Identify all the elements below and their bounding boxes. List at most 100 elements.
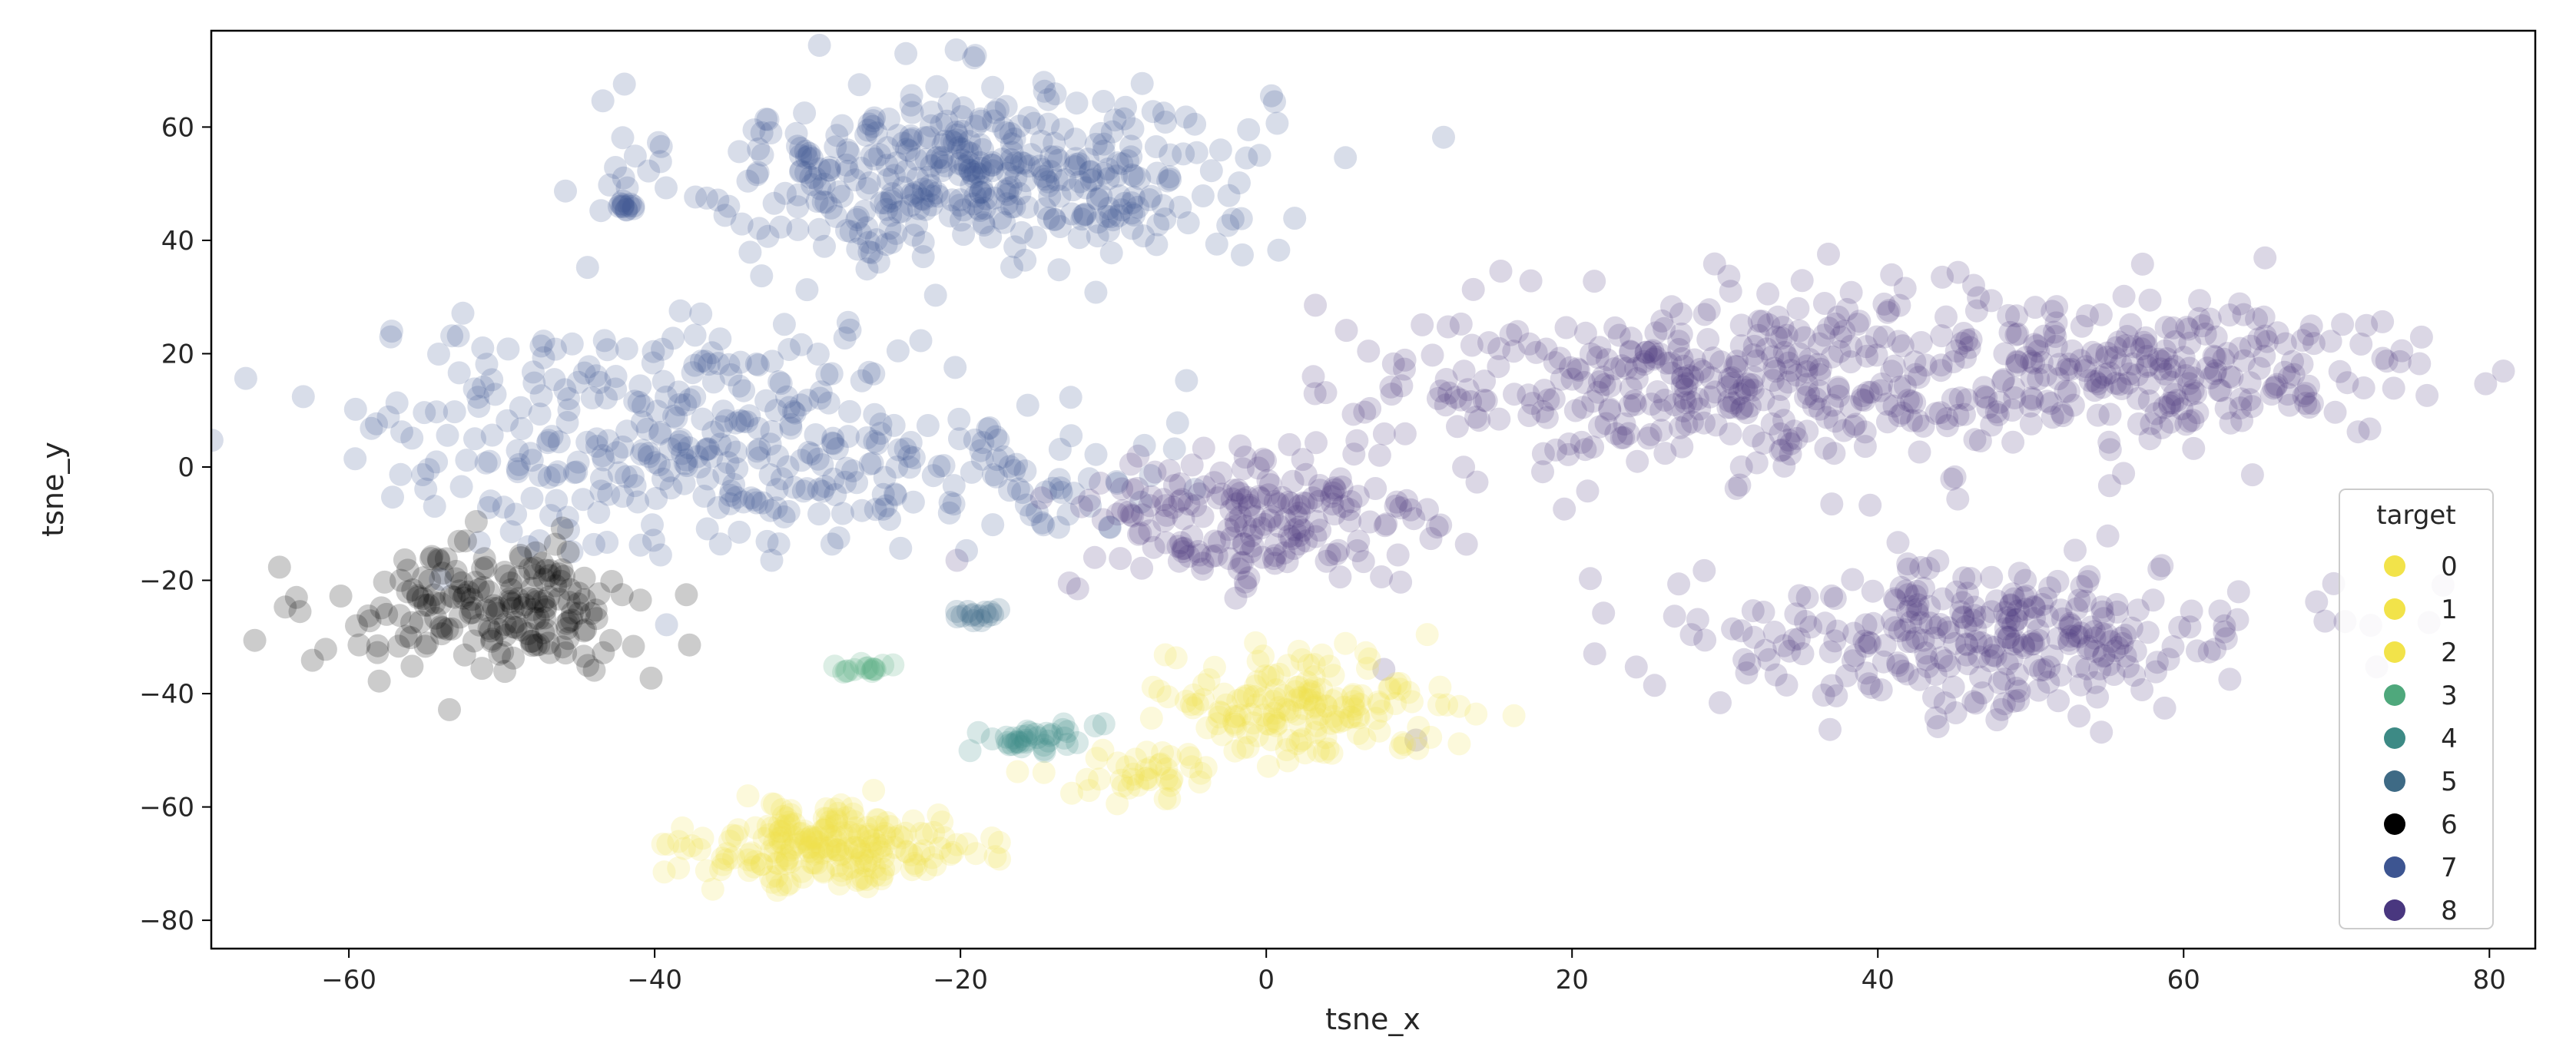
scatter-point-target-6	[480, 629, 504, 653]
scatter-point-target-8	[1911, 628, 1935, 652]
scatter-point-target-7	[1169, 195, 1192, 219]
scatter-point-target-0	[830, 842, 854, 866]
scatter-point-target-7	[1112, 191, 1136, 215]
scatter-point-target-8	[1937, 621, 1961, 644]
scatter-point-target-8	[1729, 397, 1753, 421]
scatter-point-target-8	[1534, 337, 1558, 361]
scatter-point-target-8	[2005, 608, 2029, 631]
scatter-point-target-8	[1871, 650, 1895, 674]
scatter-point-target-7	[870, 191, 893, 215]
scatter-point-target-7	[884, 221, 908, 245]
scatter-point-target-8	[1915, 648, 1939, 671]
scatter-point-target-8	[2491, 359, 2515, 383]
scatter-point-target-8	[1997, 303, 2021, 327]
scatter-point-target-8	[1886, 654, 1910, 677]
scatter-point-target-6	[300, 648, 324, 672]
scatter-point-target-8	[2136, 621, 2160, 644]
scatter-point-target-8	[1953, 402, 1976, 426]
scatter-point-target-8	[1567, 359, 1591, 382]
scatter-point-target-7	[520, 449, 544, 472]
x-tick-label: −40	[627, 965, 682, 995]
scatter-point-target-7	[425, 400, 449, 424]
scatter-point-target-7	[996, 161, 1019, 185]
scatter-point-target-0	[964, 842, 988, 866]
scatter-point-target-7	[779, 412, 803, 436]
scatter-point-target-0	[763, 831, 787, 855]
scatter-point-target-6	[416, 631, 439, 655]
scatter-point-target-8	[2203, 346, 2227, 369]
scatter-point-target-8	[1719, 280, 1742, 303]
scatter-point-target-8	[1692, 411, 1716, 435]
scatter-point-target-7	[522, 371, 546, 395]
scatter-point-target-8	[1980, 289, 2003, 313]
scatter-point-target-8	[1903, 350, 1927, 374]
scatter-point-target-7	[539, 504, 562, 528]
scatter-point-target-7	[1029, 130, 1053, 153]
scatter-point-target-8	[1855, 335, 1878, 359]
scatter-point-target-8	[1888, 376, 1911, 399]
scatter-point-target-7	[535, 431, 559, 455]
scatter-point-target-8	[1956, 652, 1980, 676]
scatter-point-target-8	[2109, 353, 2133, 376]
scatter-point-target-8	[2086, 403, 2110, 427]
scatter-point-target-6	[485, 601, 509, 625]
scatter-point-target-7	[760, 419, 784, 443]
scatter-point-target-6	[576, 654, 600, 677]
scatter-point-target-7	[1001, 154, 1025, 178]
scatter-point-target-8	[1923, 626, 1947, 650]
scatter-point-target-8	[1893, 618, 1917, 641]
scatter-point-target-7	[471, 336, 495, 359]
scatter-point-target-8	[1900, 389, 1924, 413]
scatter-point-target-8	[1191, 558, 1215, 581]
scatter-point-target-7	[623, 144, 647, 168]
scatter-point-target-8	[1241, 534, 1265, 558]
scatter-point-target-8	[2159, 410, 2183, 434]
scatter-point-target-8	[1252, 447, 1275, 471]
scatter-point-target-0	[775, 848, 799, 872]
scatter-point-target-7	[697, 437, 720, 461]
scatter-point-target-6	[600, 570, 624, 593]
scatter-point-target-8	[1931, 265, 1954, 289]
scatter-point-target-6	[274, 595, 297, 619]
scatter-point-target-1	[1032, 760, 1056, 784]
scatter-point-target-0	[800, 851, 824, 875]
scatter-point-target-7	[883, 164, 906, 187]
scatter-point-target-8	[2245, 307, 2269, 331]
scatter-point-target-7	[777, 338, 801, 361]
scatter-point-target-8	[1598, 399, 1622, 422]
scatter-point-target-7	[875, 197, 898, 221]
scatter-point-target-8	[1205, 544, 1228, 568]
scatter-point-target-7	[801, 147, 824, 171]
scatter-point-target-7	[950, 148, 974, 172]
scatter-point-target-8	[1315, 549, 1338, 573]
scatter-point-target-8	[2077, 634, 2100, 658]
scatter-point-target-8	[1997, 626, 2021, 649]
scatter-point-target-8	[1599, 374, 1623, 398]
scatter-point-target-7	[875, 154, 899, 177]
scatter-point-target-0	[854, 849, 878, 873]
scatter-point-target-6	[567, 581, 591, 605]
scatter-point-target-8	[2281, 349, 2304, 373]
scatter-point-target-7	[1159, 143, 1182, 167]
scatter-point-target-8	[2153, 696, 2177, 720]
scatter-point-target-8	[2007, 689, 2031, 712]
scatter-point-target-8	[2091, 644, 2115, 668]
scatter-point-target-7	[661, 326, 685, 350]
scatter-point-target-7	[948, 194, 972, 217]
scatter-point-target-8	[1845, 313, 1869, 336]
scatter-point-target-7	[416, 458, 440, 482]
scatter-point-target-8	[1669, 416, 1692, 439]
scatter-point-target-8	[1230, 488, 1254, 512]
scatter-point-target-8	[1166, 535, 1190, 558]
scatter-point-target-7	[1106, 151, 1129, 174]
scatter-point-target-8	[1795, 360, 1818, 384]
scatter-point-target-8	[1770, 438, 1794, 462]
scatter-point-target-8	[1779, 442, 1802, 466]
scatter-point-target-8	[1978, 649, 2002, 673]
scatter-point-target-7	[756, 108, 780, 131]
scatter-point-target-6	[509, 618, 533, 642]
scatter-point-target-8	[2181, 409, 2205, 432]
x-tick-label: −20	[933, 965, 988, 995]
scatter-point-target-7	[683, 353, 707, 377]
scatter-point-target-1	[1223, 739, 1247, 763]
